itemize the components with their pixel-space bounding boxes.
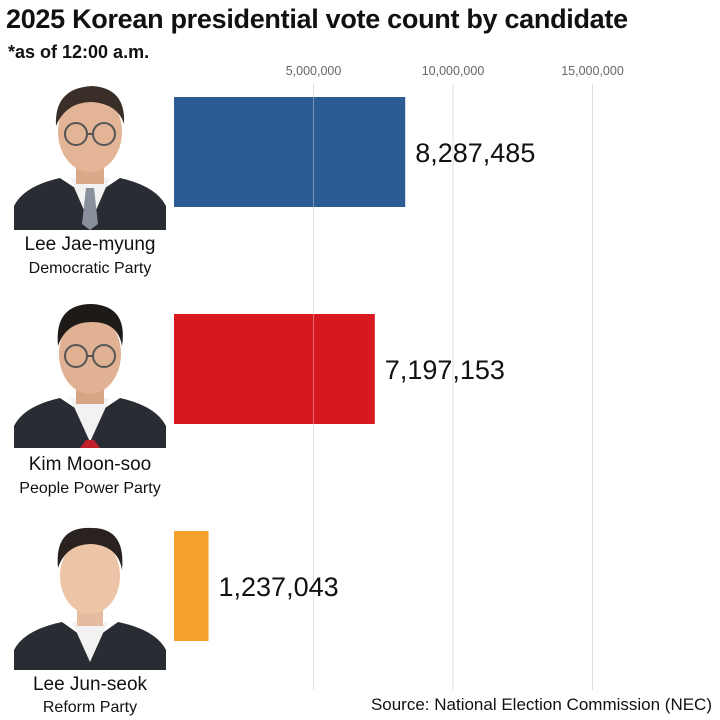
candidate-party: Democratic Party <box>28 260 152 277</box>
source-note: Source: National Election Commission (NE… <box>370 695 712 714</box>
bar-value-label: 1,237,043 <box>219 572 339 602</box>
bar <box>174 314 375 424</box>
candidate-photo-icon <box>14 512 166 670</box>
candidate-name: Lee Jun-seok <box>32 674 148 695</box>
x-tick-label: 10,000,000 <box>422 64 485 78</box>
x-tick-label: 15,000,000 <box>561 64 624 78</box>
x-axis-ticks: 5,000,000 10,000,000 15,000,000 <box>286 64 624 78</box>
candidate-party: People Power Party <box>19 480 161 497</box>
candidate-party: Reform Party <box>42 699 138 716</box>
bars <box>174 97 406 641</box>
bar <box>174 531 209 641</box>
chart-subtitle: *as of 12:00 a.m. <box>8 42 150 62</box>
candidate-name: Lee Jae-myung <box>24 234 156 255</box>
chart-title: 2025 Korean presidential vote count by c… <box>6 4 628 34</box>
x-tick-label: 5,000,000 <box>286 64 342 78</box>
bar <box>174 97 406 207</box>
candidate-photo-icon <box>14 292 166 448</box>
candidate-name: Kim Moon-soo <box>28 454 152 475</box>
gridline-overlay <box>313 84 593 690</box>
value-labels: 8,287,485 7,197,153 1,237,043 <box>219 138 536 602</box>
bar-value-label: 7,197,153 <box>385 355 505 385</box>
bar-value-label: 8,287,485 <box>415 138 535 168</box>
candidate-photo-icon <box>14 74 166 230</box>
